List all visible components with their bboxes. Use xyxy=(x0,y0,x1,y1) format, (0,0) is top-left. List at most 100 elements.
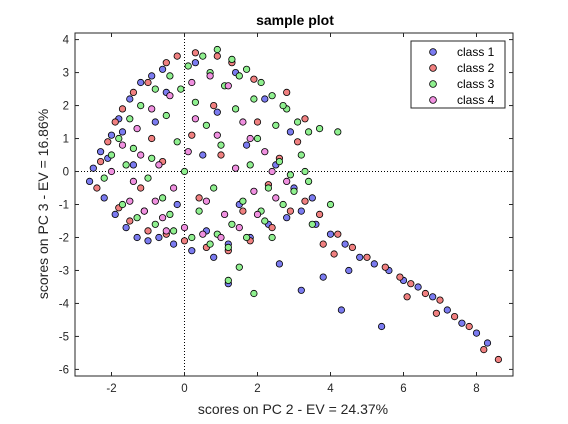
data-point xyxy=(326,200,335,209)
data-point xyxy=(166,210,174,218)
data-point xyxy=(290,187,298,195)
data-point xyxy=(111,118,119,126)
data-point xyxy=(191,98,199,106)
data-point xyxy=(250,289,258,298)
y-tick-label: -5 xyxy=(59,331,69,343)
data-point xyxy=(170,184,178,192)
data-point xyxy=(246,134,254,143)
data-point xyxy=(188,247,196,255)
data-point xyxy=(137,151,145,159)
data-point xyxy=(162,227,170,235)
data-point xyxy=(151,85,159,93)
data-point xyxy=(337,306,345,314)
data-point xyxy=(202,121,210,129)
data-point xyxy=(264,184,272,192)
data-point xyxy=(126,115,134,123)
data-point xyxy=(228,55,236,64)
data-point xyxy=(213,45,221,54)
data-point xyxy=(450,312,459,321)
data-point xyxy=(224,276,232,284)
data-point xyxy=(421,289,429,298)
data-point xyxy=(122,161,130,169)
y-tick-label: -2 xyxy=(59,232,69,244)
data-point xyxy=(304,177,313,185)
data-point xyxy=(217,233,225,242)
data-point xyxy=(370,260,378,268)
reference-lines xyxy=(75,33,513,376)
data-point xyxy=(235,224,243,232)
data-point xyxy=(86,177,94,185)
data-point xyxy=(268,92,276,100)
data-point xyxy=(100,194,108,202)
data-point xyxy=(173,138,181,146)
data-point xyxy=(148,134,156,143)
data-point xyxy=(129,177,137,185)
data-point xyxy=(177,85,185,93)
data-point xyxy=(210,184,218,192)
legend-marker xyxy=(429,48,437,56)
data-point xyxy=(319,240,327,248)
data-point xyxy=(115,134,123,143)
data-point xyxy=(159,214,167,222)
data-point xyxy=(151,220,159,228)
data-point xyxy=(221,210,229,218)
data-point xyxy=(129,161,137,169)
data-point xyxy=(243,65,251,73)
data-point xyxy=(253,134,262,143)
legend-items: class 1 class 2 class 3 class 4 xyxy=(429,45,495,107)
data-point xyxy=(232,164,240,172)
data-point xyxy=(148,105,156,113)
data-point xyxy=(224,243,232,251)
data-point xyxy=(243,141,251,149)
y-tick-label: 3 xyxy=(63,68,69,80)
data-point xyxy=(286,128,294,136)
legend: class 1 class 2 class 3 class 4 xyxy=(410,40,506,109)
data-point xyxy=(199,52,207,60)
data-point xyxy=(239,207,247,215)
data-point xyxy=(151,118,159,126)
legend-label: class 4 xyxy=(457,93,495,107)
data-point xyxy=(151,197,159,205)
data-point xyxy=(293,118,302,126)
data-point xyxy=(286,171,294,179)
data-point xyxy=(188,233,196,242)
data-point xyxy=(184,148,192,156)
data-point xyxy=(414,283,422,291)
data-point xyxy=(199,230,207,238)
y-axis-ticks: 4 3 2 1 0 -1 -2 -3 -4 -5 -6 xyxy=(59,35,513,376)
y-tick-label: -1 xyxy=(59,200,69,212)
data-point xyxy=(206,240,214,248)
y-tick-label: 2 xyxy=(63,101,69,113)
data-point xyxy=(465,322,473,331)
data-point xyxy=(235,263,243,271)
data-point xyxy=(235,72,243,80)
data-point xyxy=(301,167,309,176)
x-axis-label: scores on PC 2 - EV = 24.37% xyxy=(198,401,388,417)
data-point xyxy=(275,260,283,268)
data-point xyxy=(315,125,324,133)
data-point xyxy=(170,240,178,248)
data-point xyxy=(104,138,112,146)
data-point xyxy=(137,184,145,192)
data-point xyxy=(348,243,356,251)
data-point xyxy=(144,78,152,87)
data-point xyxy=(126,95,134,103)
data-point xyxy=(301,115,309,123)
data-point xyxy=(133,214,141,222)
data-point xyxy=(257,78,265,87)
data-point xyxy=(436,296,444,304)
data-point xyxy=(159,65,167,73)
data-point xyxy=(180,224,189,232)
data-point xyxy=(279,102,287,110)
legend-box xyxy=(410,40,506,109)
y-tick-label: 0 xyxy=(63,167,69,179)
data-point xyxy=(326,230,335,238)
y-tick-label: 4 xyxy=(63,35,70,47)
x-axis-ticks: -2 0 2 4 6 8 xyxy=(106,33,480,395)
data-point xyxy=(396,273,404,281)
data-point xyxy=(381,263,389,271)
data-point xyxy=(330,250,338,258)
data-point xyxy=(246,161,254,169)
data-point xyxy=(297,151,305,159)
data-point xyxy=(268,233,276,242)
